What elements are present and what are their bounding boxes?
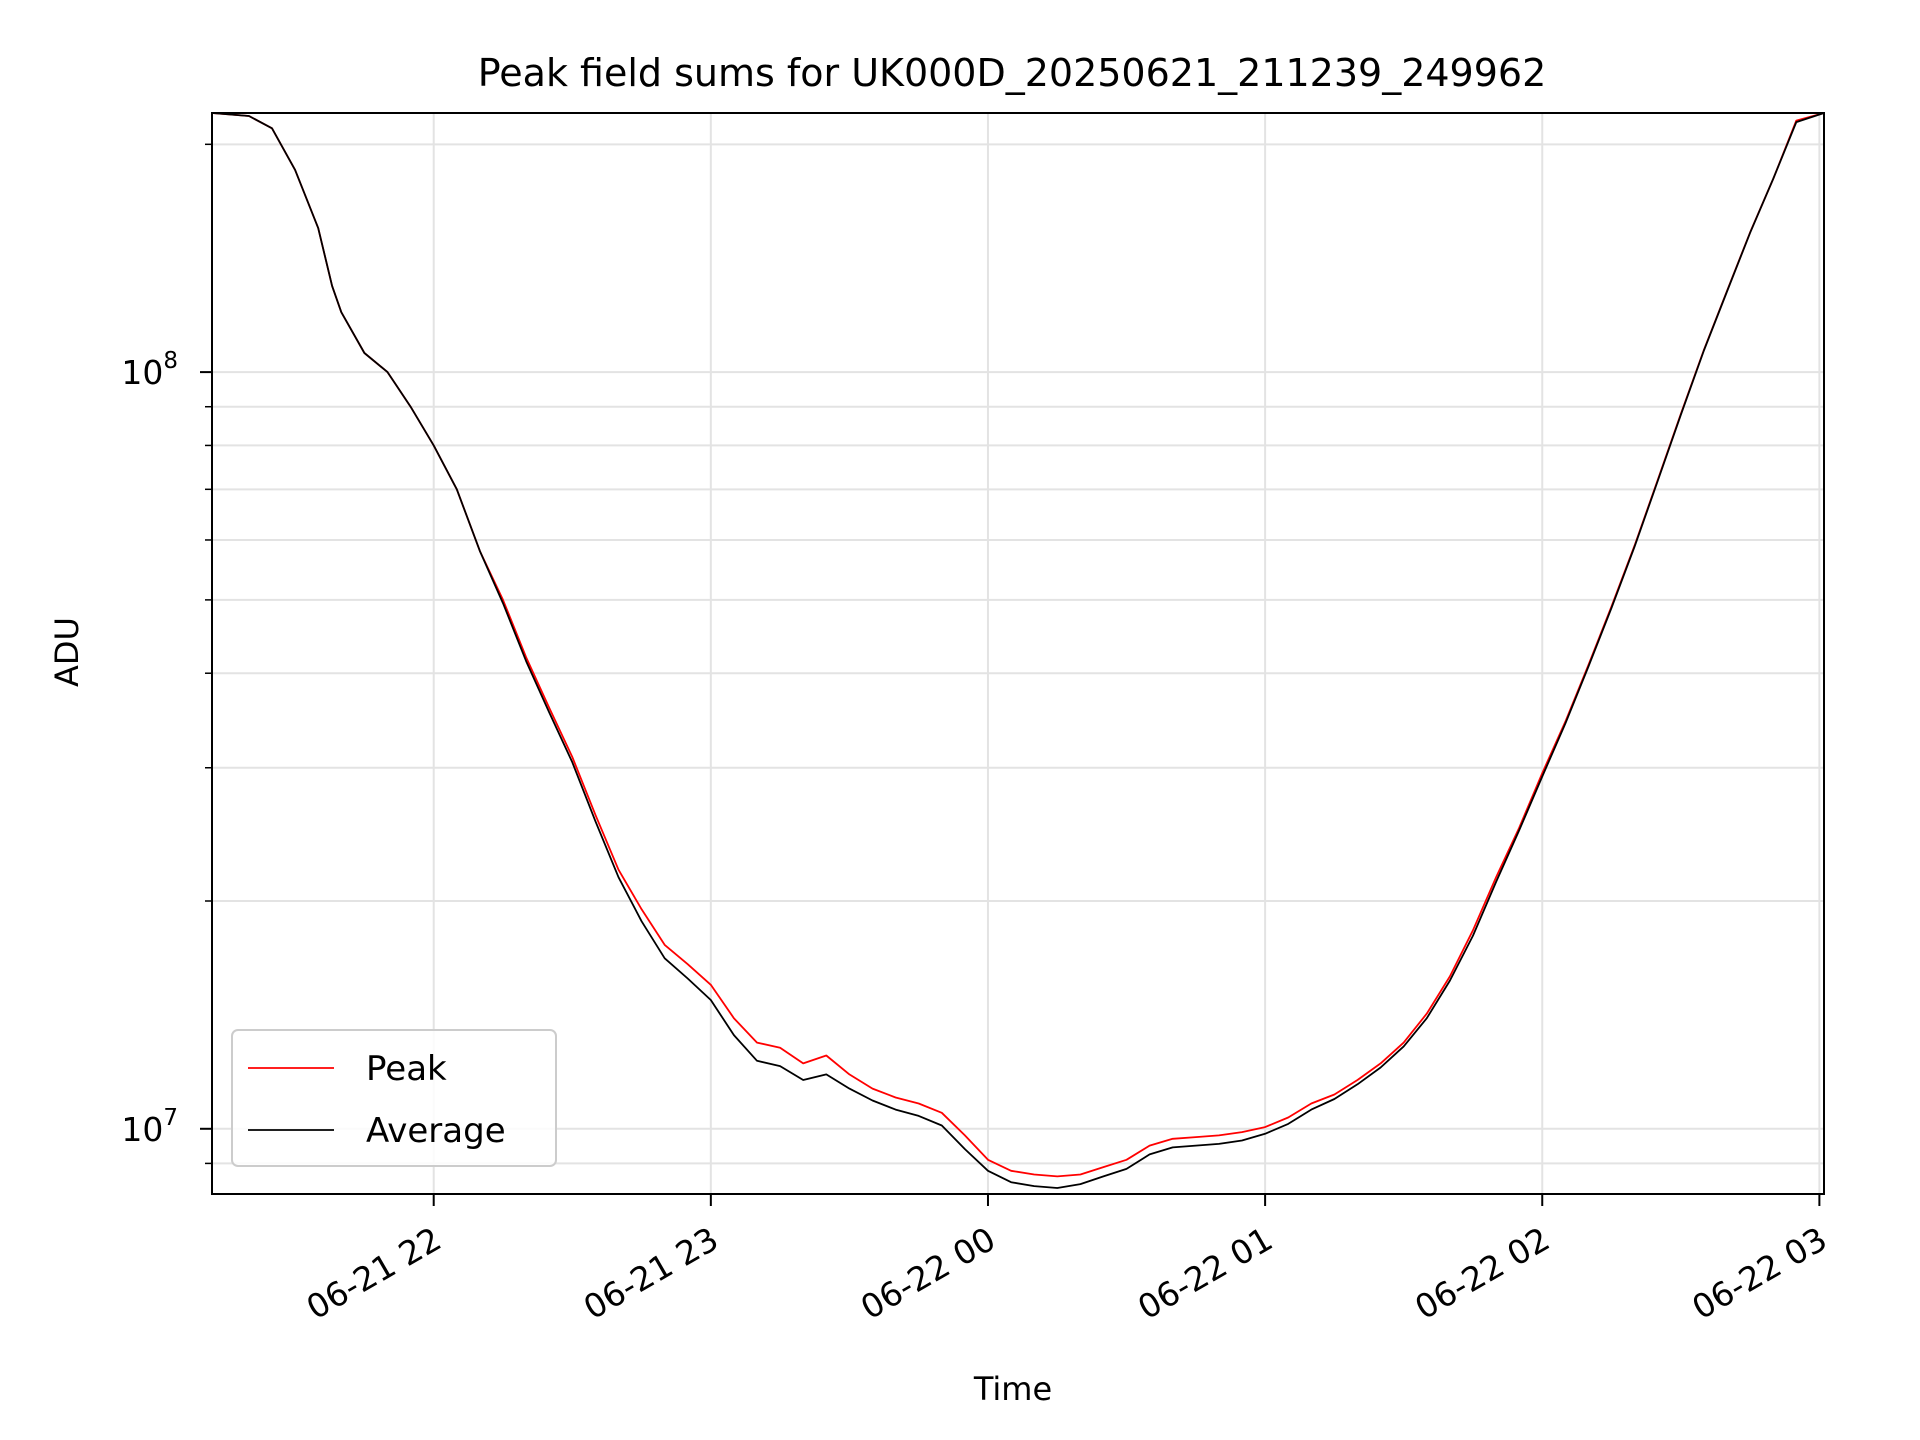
series-line-average — [211, 112, 1825, 1189]
plot-area-frame — [211, 112, 1825, 1195]
y-tick-label-base: 10 — [121, 1110, 163, 1149]
y-tick-label-exponent: 8 — [163, 348, 178, 374]
y-tick-label-base: 10 — [121, 353, 163, 392]
series-layer — [211, 112, 1825, 1189]
legend-label-peak: Peak — [366, 1049, 447, 1089]
x-axis-label: Time — [973, 1370, 1052, 1408]
y-tick-label-exponent: 7 — [163, 1105, 178, 1131]
y-tick-label: 108 — [121, 348, 178, 392]
chart-title: Peak field sums for UK000D_20250621_2112… — [478, 51, 1547, 95]
legend: Peak Average — [231, 1029, 557, 1167]
y-tick-label: 107 — [121, 1105, 178, 1149]
grid — [212, 113, 1824, 1194]
legend-box — [231, 1029, 557, 1167]
legend-label-average: Average — [366, 1111, 506, 1151]
y-axis-label: ADU — [48, 617, 86, 687]
